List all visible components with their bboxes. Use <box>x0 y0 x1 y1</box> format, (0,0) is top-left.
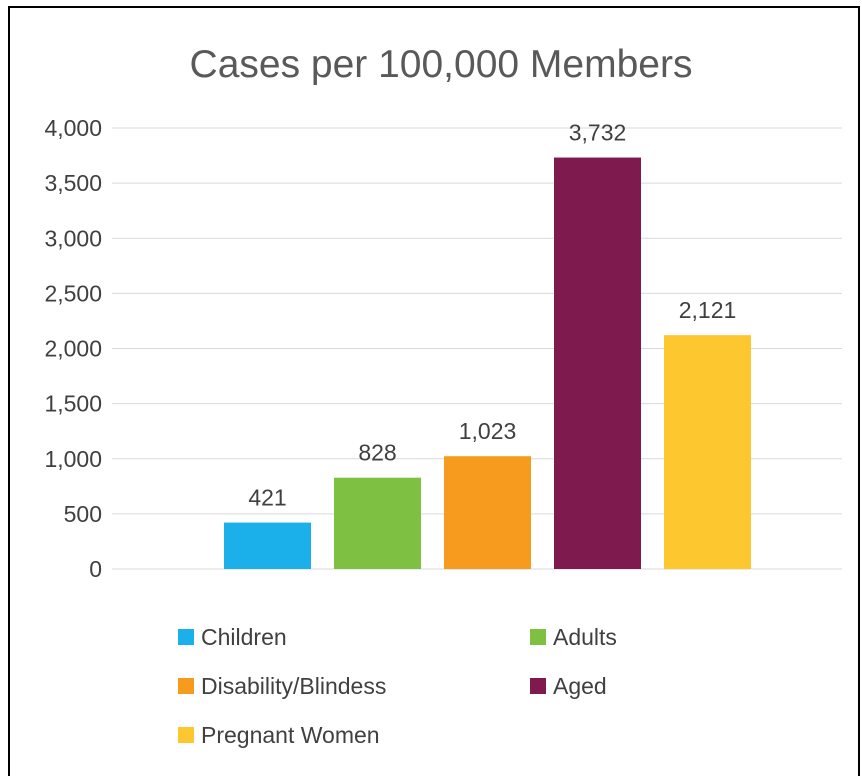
chart-canvas: Cases per 100,000 Members 0 500 1,000 1,500… <box>44 43 842 748</box>
y-tick-label-2500: 2,500 <box>44 280 102 306</box>
legend-label-disability-blindess: Disability/Blindess <box>201 673 386 699</box>
chart-title: Cases per 100,000 Members <box>190 43 693 86</box>
y-tick-label-3000: 3,000 <box>44 225 102 251</box>
legend: Children Adults Disability/Blindess Aged Pre… <box>178 624 617 748</box>
y-tick-label-500: 500 <box>64 501 102 527</box>
y-tick-label-4000: 4,000 <box>44 115 102 141</box>
chart-frame: Cases per 100,000 Members 0 500 1,000 1,500… <box>8 6 860 776</box>
bar-disability-blindess <box>444 456 531 569</box>
data-label-disability-blindess: 1,023 <box>459 418 517 444</box>
legend-swatch-children <box>178 629 194 645</box>
y-tick-label-3500: 3,500 <box>44 170 102 196</box>
y-axis-ticks: 0 500 1,000 1,500 2,000 2,500 3,000 3,500 4,000 <box>44 115 102 582</box>
y-tick-label-1500: 1,500 <box>44 391 102 417</box>
bar-adults <box>334 477 421 569</box>
gridlines <box>112 127 842 570</box>
legend-label-pregnant-women: Pregnant Women <box>201 722 380 748</box>
bar-pregnant-women <box>664 335 751 569</box>
legend-label-children: Children <box>201 624 287 650</box>
bar-aged <box>554 157 641 569</box>
y-tick-label-2000: 2,000 <box>44 336 102 362</box>
legend-label-aged: Aged <box>553 673 607 699</box>
bar-children <box>224 522 311 569</box>
legend-swatch-aged <box>530 678 546 694</box>
y-tick-label-1000: 1,000 <box>44 446 102 472</box>
legend-swatch-adults <box>530 629 546 645</box>
legend-swatch-disability-blindess <box>178 678 194 694</box>
data-label-children: 421 <box>248 485 286 511</box>
legend-swatch-pregnant-women <box>178 727 194 743</box>
bars <box>224 157 751 569</box>
data-label-adults: 828 <box>358 440 396 466</box>
data-label-pregnant-women: 2,121 <box>679 297 737 323</box>
legend-label-adults: Adults <box>553 624 617 650</box>
data-label-aged: 3,732 <box>569 120 627 146</box>
y-tick-label-0: 0 <box>89 556 102 582</box>
data-labels: 421 828 1,023 3,732 2,121 <box>248 120 736 511</box>
